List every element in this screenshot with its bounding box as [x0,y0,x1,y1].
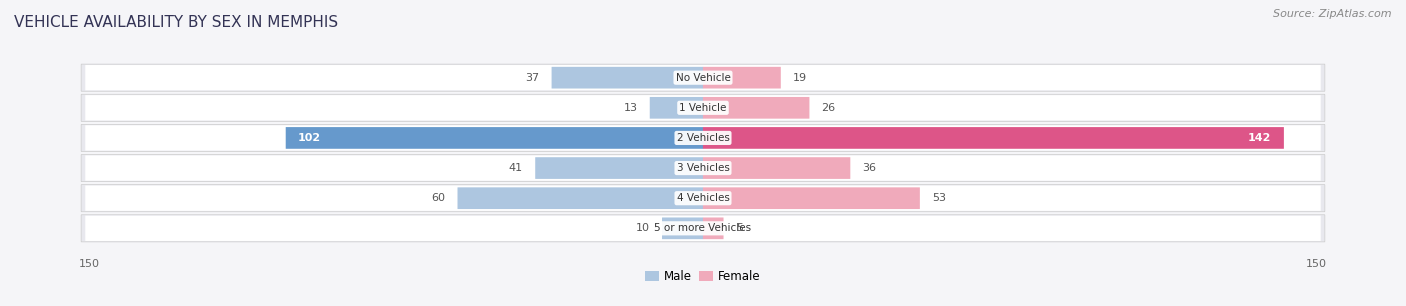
Text: 37: 37 [526,73,540,83]
Text: 1 Vehicle: 1 Vehicle [679,103,727,113]
Text: 53: 53 [932,193,946,203]
FancyBboxPatch shape [86,95,1320,121]
FancyBboxPatch shape [86,185,1320,211]
FancyBboxPatch shape [82,64,1324,91]
FancyBboxPatch shape [82,185,1324,212]
Legend: Male, Female: Male, Female [641,266,765,288]
FancyBboxPatch shape [536,157,703,179]
Text: 13: 13 [623,103,637,113]
Text: 142: 142 [1249,133,1271,143]
Text: 10: 10 [636,223,650,233]
FancyBboxPatch shape [703,218,724,239]
FancyBboxPatch shape [650,97,703,119]
FancyBboxPatch shape [82,155,1324,182]
FancyBboxPatch shape [703,97,810,119]
FancyBboxPatch shape [86,216,1320,241]
FancyBboxPatch shape [86,65,1320,90]
FancyBboxPatch shape [86,125,1320,151]
Text: 4 Vehicles: 4 Vehicles [676,193,730,203]
Text: 3 Vehicles: 3 Vehicles [676,163,730,173]
Text: 5 or more Vehicles: 5 or more Vehicles [654,223,752,233]
FancyBboxPatch shape [703,187,920,209]
FancyBboxPatch shape [285,127,703,149]
FancyBboxPatch shape [457,187,703,209]
FancyBboxPatch shape [703,67,780,88]
Text: 102: 102 [298,133,321,143]
FancyBboxPatch shape [82,124,1324,151]
Text: 26: 26 [821,103,835,113]
FancyBboxPatch shape [82,215,1324,242]
Text: No Vehicle: No Vehicle [675,73,731,83]
FancyBboxPatch shape [82,94,1324,121]
Text: 36: 36 [862,163,876,173]
FancyBboxPatch shape [551,67,703,88]
FancyBboxPatch shape [703,127,1284,149]
Text: VEHICLE AVAILABILITY BY SEX IN MEMPHIS: VEHICLE AVAILABILITY BY SEX IN MEMPHIS [14,15,339,30]
Text: Source: ZipAtlas.com: Source: ZipAtlas.com [1274,9,1392,19]
FancyBboxPatch shape [703,157,851,179]
Text: 5: 5 [735,223,742,233]
FancyBboxPatch shape [662,218,703,239]
FancyBboxPatch shape [86,155,1320,181]
Text: 19: 19 [793,73,807,83]
Text: 41: 41 [509,163,523,173]
Text: 2 Vehicles: 2 Vehicles [676,133,730,143]
Text: 60: 60 [432,193,446,203]
